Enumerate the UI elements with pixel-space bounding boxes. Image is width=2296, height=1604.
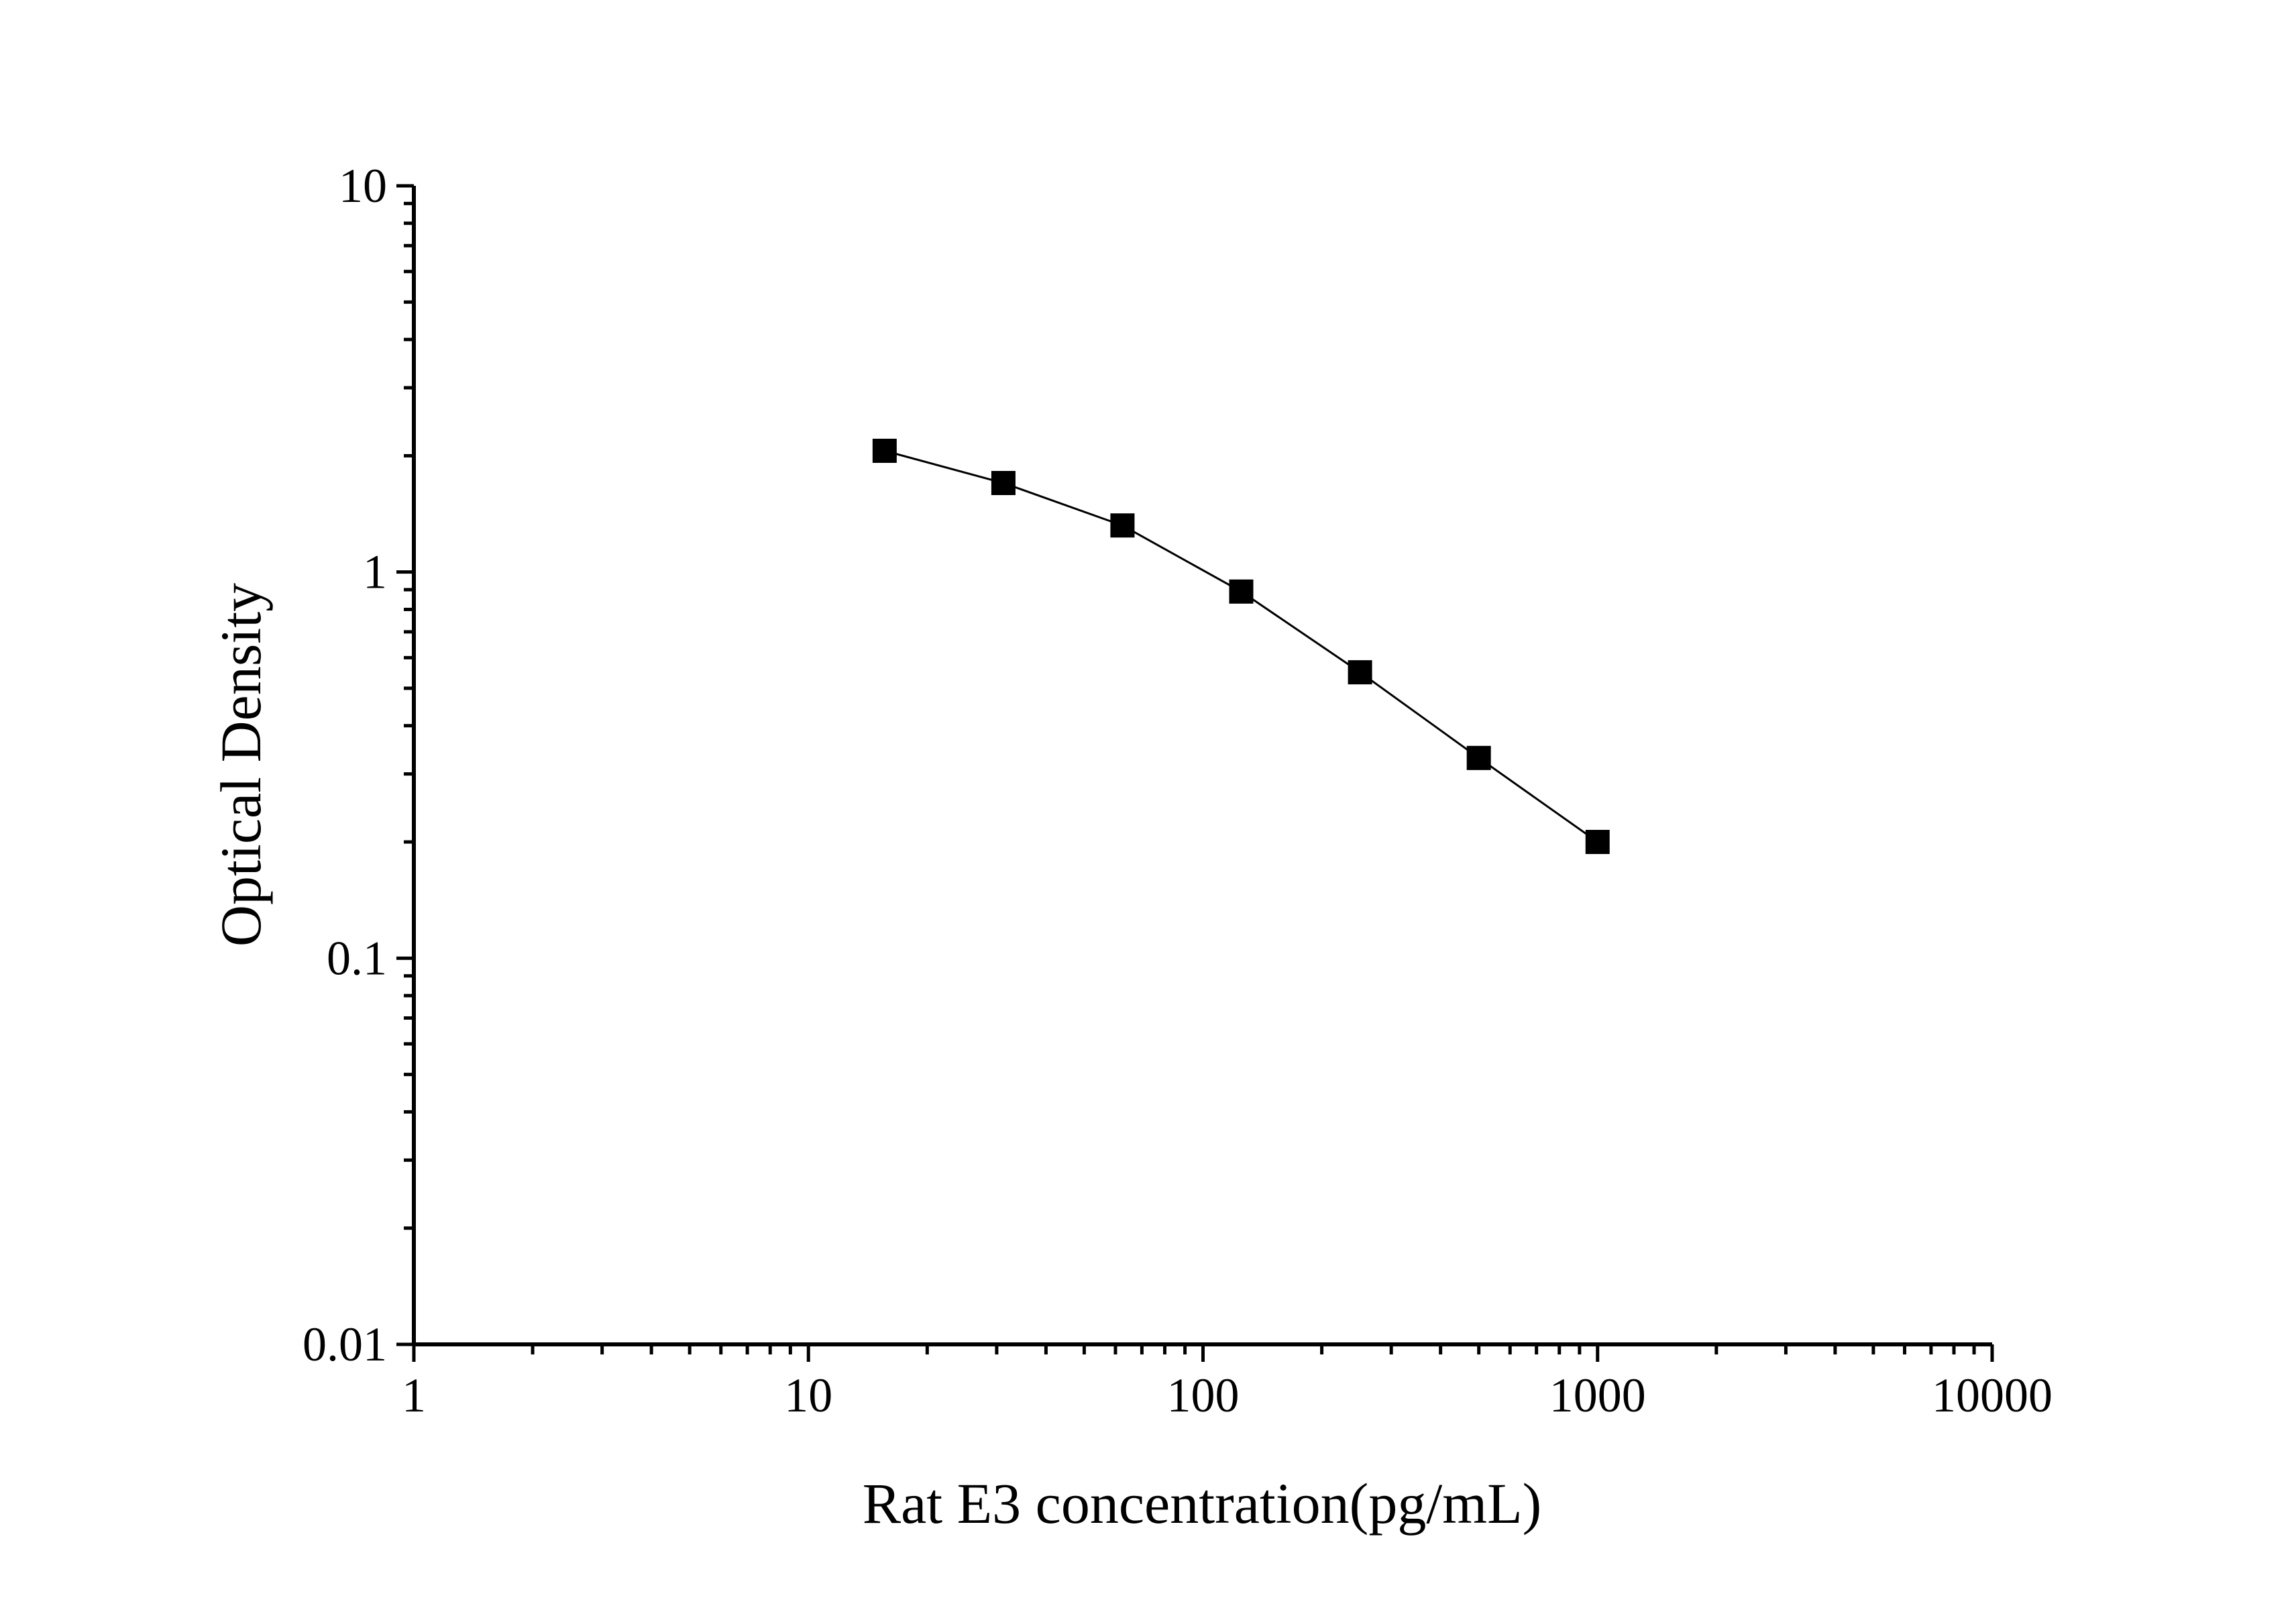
y-axis-title: Optical Density [209,583,273,947]
y-tick-label: 10 [339,159,387,213]
x-tick-label: 100 [1167,1369,1240,1422]
data-point-marker [991,471,1016,496]
x-tick-label: 1000 [1549,1369,1646,1422]
data-point-marker [1466,745,1491,770]
x-tick-label: 10 [784,1369,832,1422]
axis-ticks [396,184,1994,1362]
data-point-marker [872,438,897,463]
x-axis-title: Rat E3 concentration(pg/mL) [863,1471,1542,1536]
data-point-marker [1229,579,1254,604]
data-point-marker [1585,830,1610,855]
data-markers [872,438,1610,855]
x-tick-label: 1 [402,1369,426,1422]
data-point-marker [1348,660,1372,685]
y-tick-label: 0.01 [303,1318,387,1371]
x-tick-label: 10000 [1932,1369,2053,1422]
series-line [884,449,1598,843]
y-tick-label: 0.1 [327,931,387,985]
data-point-marker [1110,513,1135,538]
y-tick-label: 1 [363,545,387,599]
axis-tick-labels: 1 10 100 1000 10000 0.01 0.1 1 10 [303,159,2053,1422]
